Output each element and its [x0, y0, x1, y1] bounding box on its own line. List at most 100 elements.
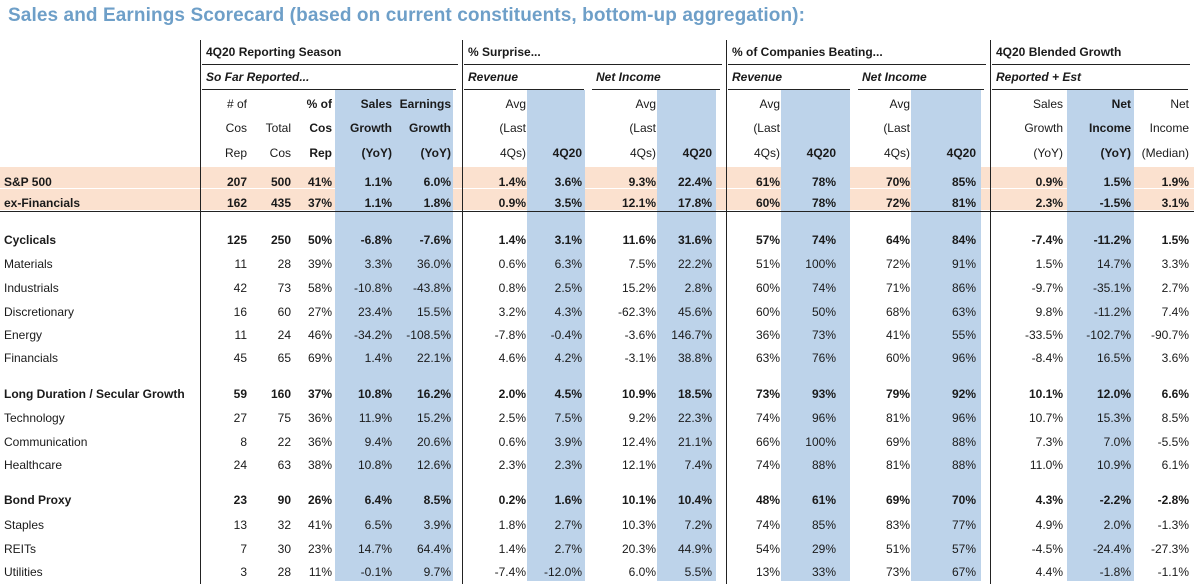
subgroup-header: Reported + Est — [996, 70, 1082, 84]
shaded-column-band — [911, 90, 981, 581]
table-cell: -7.4% — [494, 565, 526, 579]
table-cell: -2.8% — [1157, 493, 1189, 507]
column-header-line: (Median) — [1141, 146, 1189, 160]
table-cell: 1.5% — [1103, 175, 1131, 189]
table-cell: 60% — [755, 281, 780, 295]
table-cell: 15.2% — [416, 411, 451, 425]
table-cell: 1.1% — [364, 196, 392, 210]
table-cell: 41% — [885, 328, 910, 342]
table-cell: 7.4% — [1161, 305, 1189, 319]
table-cell: 37% — [307, 387, 332, 401]
subgroup-header: So Far Reported... — [206, 70, 310, 84]
table-cell: 3.9% — [554, 435, 582, 449]
table-cell: 41% — [307, 518, 332, 532]
table-cell: 11.6% — [622, 233, 656, 247]
table-cell: 6.3% — [554, 257, 582, 271]
table-cell: 36% — [307, 411, 332, 425]
column-header-line: (YoY) — [361, 146, 392, 160]
table-cell: 15.2% — [621, 281, 656, 295]
group-divider — [990, 40, 991, 584]
table-cell: 4.3% — [554, 305, 582, 319]
table-cell: 3.6% — [554, 175, 582, 189]
table-cell: 65 — [277, 351, 291, 365]
table-cell: -1.5% — [1099, 196, 1131, 210]
table-cell: 12.6% — [416, 458, 451, 472]
column-header-line: Avg — [505, 97, 526, 111]
shaded-column-band — [1067, 90, 1134, 581]
table-cell: 70% — [951, 493, 976, 507]
table-cell: 4.9% — [1035, 518, 1063, 532]
table-cell: 20.3% — [621, 542, 656, 556]
column-header-line: Growth — [409, 121, 451, 135]
table-cell: 18.5% — [677, 387, 712, 401]
table-cell: 64.4% — [416, 542, 451, 556]
table-cell: 84% — [951, 233, 976, 247]
column-header-line: 4Q20 — [806, 146, 836, 160]
table-cell: 1.4% — [498, 233, 526, 247]
table-cell: 3.3% — [364, 257, 392, 271]
table-cell: 9.7% — [423, 565, 451, 579]
table-cell: 74% — [811, 281, 836, 295]
table-cell: 71% — [885, 281, 910, 295]
table-cell: 7.0% — [1103, 435, 1131, 449]
table-cell: 3.6% — [1161, 351, 1189, 365]
table-cell: 74% — [811, 233, 836, 247]
row-label: ex-Financials — [4, 196, 81, 210]
table-cell: 8.5% — [1161, 411, 1189, 425]
column-header-line: Total — [265, 121, 291, 135]
table-cell: 10.7% — [1028, 411, 1063, 425]
subgroup-header-rule — [464, 89, 584, 90]
table-cell: -43.8% — [412, 281, 451, 295]
table-cell: 2.3% — [1035, 196, 1063, 210]
subgroup-header-rule — [992, 89, 1188, 90]
table-cell: 207 — [226, 175, 247, 189]
column-header-line: 4Q20 — [946, 146, 976, 160]
table-cell: -1.8% — [1099, 565, 1131, 579]
table-cell: -1.1% — [1157, 565, 1189, 579]
table-cell: 12.0% — [1096, 387, 1131, 401]
page-title: Sales and Earnings Scorecard (based on c… — [8, 5, 806, 26]
table-cell: 6.5% — [364, 518, 392, 532]
table-cell: 1.9% — [1161, 175, 1189, 189]
table-cell: 81% — [951, 196, 976, 210]
column-header-line: Income — [1149, 121, 1189, 135]
column-header-line: (Last — [883, 121, 910, 135]
table-cell: 12.1% — [621, 196, 656, 210]
table-cell: 4.6% — [498, 351, 526, 365]
table-cell: -3.1% — [624, 351, 656, 365]
table-cell: 10.9% — [1096, 458, 1131, 472]
table-cell: 9.2% — [628, 411, 656, 425]
subgroup-header: Revenue — [732, 70, 783, 84]
table-cell: 30 — [277, 542, 291, 556]
table-cell: 500 — [270, 175, 291, 189]
table-cell: -34.2% — [353, 328, 392, 342]
subgroup-header-rule — [202, 89, 456, 90]
table-cell: 44.9% — [677, 542, 712, 556]
table-cell: 11.0% — [1029, 458, 1063, 472]
table-cell: 2.0% — [1103, 518, 1131, 532]
table-cell: 60% — [755, 305, 780, 319]
table-cell: 435 — [270, 196, 291, 210]
table-cell: 15.5% — [416, 305, 451, 319]
table-cell: 63% — [755, 351, 780, 365]
group-header-rule — [464, 64, 722, 65]
column-header-line: Rep — [309, 146, 332, 160]
shaded-column-band — [527, 90, 585, 581]
column-header-line: (YoY) — [1033, 146, 1063, 160]
table-cell: 38% — [307, 458, 332, 472]
table-cell: 3.3% — [1161, 257, 1189, 271]
table-cell: 2.3% — [498, 458, 526, 472]
table-cell: 7.3% — [1035, 435, 1063, 449]
table-cell: 16.5% — [1096, 351, 1131, 365]
table-cell: -9.7% — [1031, 281, 1063, 295]
table-cell: 7.2% — [684, 518, 712, 532]
table-cell: 9.8% — [1035, 305, 1063, 319]
table-cell: 66% — [755, 435, 780, 449]
table-cell: 1.1% — [364, 175, 392, 189]
column-header-line: Avg — [889, 97, 910, 111]
table-cell: 4.5% — [554, 387, 582, 401]
subgroup-header: Net Income — [596, 70, 661, 84]
table-cell: 10.8% — [357, 387, 392, 401]
table-cell: 146.7% — [671, 328, 712, 342]
table-cell: 3.5% — [554, 196, 582, 210]
